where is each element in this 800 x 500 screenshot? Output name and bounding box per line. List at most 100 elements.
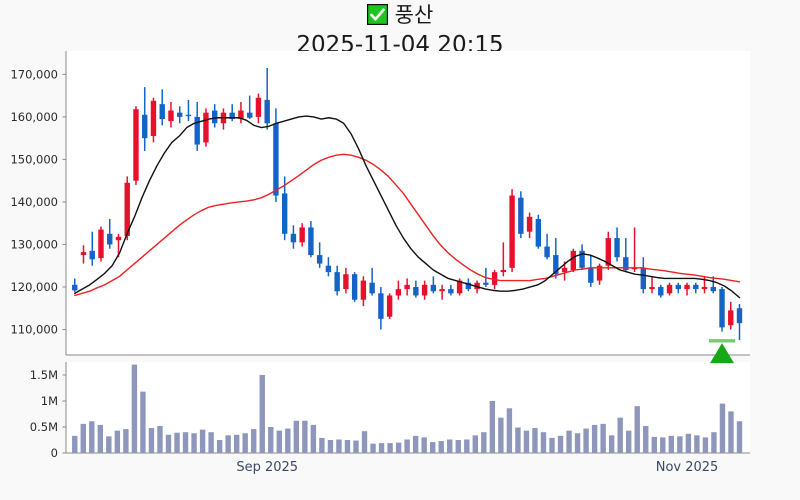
candle-body-up (360, 280, 367, 300)
volume-series (72, 364, 743, 453)
candle-body-down (246, 112, 253, 118)
volume-bar (711, 432, 717, 453)
candle-body-down (378, 293, 384, 319)
marker-level-line (709, 339, 736, 343)
candle-body-up (203, 112, 209, 143)
candle-body-down (308, 227, 314, 256)
volume-bar (549, 437, 555, 453)
candle-body-up (684, 284, 690, 290)
volume-bar (481, 432, 487, 453)
candle-body-down (72, 284, 78, 291)
candle-body-up (728, 310, 734, 326)
volume-bar (251, 429, 257, 453)
volume-bar (412, 435, 419, 453)
candle-body-up (133, 109, 139, 181)
candle-body-down (719, 289, 725, 328)
volume-bar (668, 435, 675, 453)
volume-bar (421, 437, 427, 453)
candle-body-down (413, 286, 419, 296)
volume-bar (361, 431, 368, 453)
volume-bar (515, 427, 521, 453)
volume-bar (387, 443, 393, 453)
volume-ytick-label: 1M (41, 394, 58, 408)
candle-body-down (290, 233, 297, 243)
candle-body-down (89, 250, 95, 260)
volume-bar (276, 430, 282, 453)
volume-bar (617, 417, 623, 453)
volume-bar (591, 424, 598, 453)
candle-body-up (395, 289, 402, 296)
volume-bar (438, 441, 444, 453)
volume-bar (378, 443, 385, 453)
candle-body-down (334, 272, 340, 292)
ma-long-line (74, 153, 741, 297)
price-ytick-label: 160,000 (10, 110, 58, 124)
candle-body-up (649, 286, 655, 290)
candle-body-up (404, 284, 410, 290)
volume-bar (677, 436, 683, 453)
volume-bar (651, 436, 657, 453)
volume-ytick-label: 0.5M (30, 420, 58, 434)
candle-body-up (150, 100, 157, 137)
candle-body-down (351, 274, 358, 300)
volume-bar (532, 428, 538, 453)
volume-bar (182, 432, 189, 453)
candle-body-down (229, 112, 235, 120)
volume-bar (302, 420, 308, 453)
volume-bar (80, 423, 86, 453)
candle-body-up (80, 252, 87, 256)
candle-body-down (185, 114, 192, 117)
volume-bar (643, 425, 649, 453)
volume-bar (583, 428, 589, 453)
volume-bar (523, 430, 530, 453)
candle-body-up (299, 227, 305, 243)
volume-bar (557, 435, 564, 453)
volume-bar (566, 430, 572, 453)
triangle-up-icon (710, 343, 735, 364)
candle-body-up (238, 110, 244, 120)
candle-body-up (474, 282, 480, 290)
x-axis-tick-label: Sep 2025 (236, 460, 298, 475)
volume-bar (106, 436, 112, 453)
candle-body-up (456, 280, 463, 294)
volume-bar (148, 428, 155, 453)
candle-body-down (579, 250, 585, 268)
volume-bar (72, 435, 78, 453)
volume-bar (489, 401, 496, 453)
volume-bar (455, 440, 461, 453)
volume-bar (447, 439, 453, 453)
symbol-name: 풍산 (394, 3, 434, 27)
candle-body-down (465, 282, 472, 290)
volume-bar (114, 430, 121, 453)
candle-body-down (430, 284, 437, 292)
candle-body-up (526, 216, 533, 232)
volume-bar (344, 440, 351, 453)
candle-body-down (264, 99, 270, 124)
price-ytick-label: 150,000 (10, 152, 58, 166)
buy-marker[interactable] (709, 339, 736, 364)
candle-body-down (369, 282, 375, 294)
ma-short-line (74, 115, 741, 299)
candle-body-down (614, 238, 620, 258)
candle-body-up (168, 110, 174, 122)
price-ytick-label: 130,000 (10, 237, 58, 251)
volume-bar (626, 430, 632, 453)
volume-ytick-label: 0 (51, 446, 58, 460)
candle-body-down (640, 267, 646, 290)
candle-body-up (491, 272, 498, 285)
volume-bar (174, 432, 180, 453)
volume-bar (429, 442, 436, 453)
volume-bar (140, 391, 146, 453)
candle-body-up (570, 250, 577, 270)
candle-body-down (736, 308, 743, 324)
candle-body-down (107, 233, 113, 245)
price-ytick-label: 140,000 (10, 195, 58, 209)
volume-bar (498, 417, 504, 453)
candle-body-down (177, 112, 183, 117)
candle-body-down (281, 193, 288, 234)
candle-body-up (98, 229, 104, 259)
candle-body-down (273, 123, 279, 196)
candle-body-down (588, 267, 594, 283)
